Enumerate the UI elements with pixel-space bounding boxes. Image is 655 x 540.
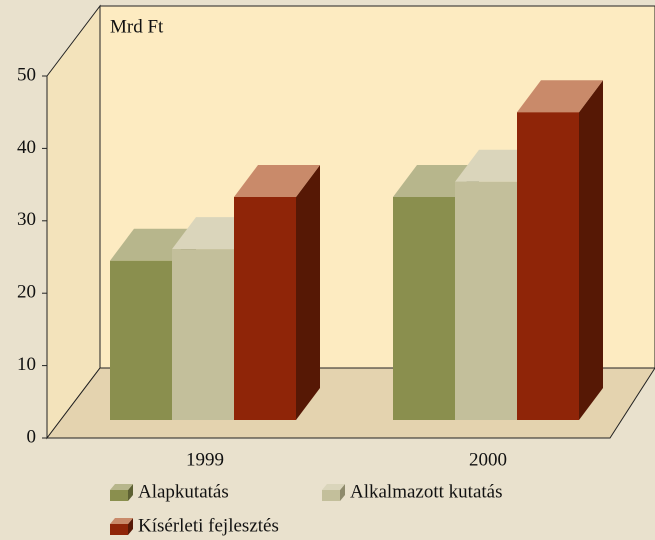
legend-swatch-top <box>322 484 345 490</box>
legend-label: Alkalmazott kutatás <box>350 481 502 502</box>
x-tick-label: 1999 <box>186 449 224 470</box>
legend-swatch-side <box>128 518 133 535</box>
bar-front <box>110 260 172 420</box>
legend-swatch <box>110 524 128 535</box>
side-wall <box>46 4 101 440</box>
legend-swatch-top <box>110 518 133 524</box>
bar-side <box>296 165 320 420</box>
bar-front <box>517 112 579 421</box>
bar-top <box>234 165 320 198</box>
legend-swatch <box>110 490 128 501</box>
legend-swatch <box>322 490 340 501</box>
bar-front <box>234 197 296 420</box>
legend-swatch-side <box>340 484 345 501</box>
bar-front <box>172 249 234 420</box>
y-tick-label: 50 <box>17 64 36 85</box>
bar <box>517 80 603 421</box>
legend-swatch-side <box>128 484 133 501</box>
bar-front <box>393 197 455 420</box>
legend-label: Alapkutatás <box>138 481 229 502</box>
bar-side <box>579 80 603 421</box>
x-tick-label: 2000 <box>469 449 507 470</box>
y-tick-label: 10 <box>17 354 36 375</box>
y-tick-label: 40 <box>17 137 36 158</box>
legend-label: Kísérleti fejlesztés <box>138 515 279 536</box>
y-tick-label: 0 <box>27 426 37 447</box>
legend-swatch-top <box>110 484 133 490</box>
axis-unit: Mrd Ft <box>110 16 164 37</box>
y-tick-label: 30 <box>17 209 36 230</box>
bar-top <box>517 80 603 113</box>
bar <box>234 165 320 420</box>
y-tick-label: 20 <box>17 282 36 303</box>
bar-front <box>455 181 517 420</box>
